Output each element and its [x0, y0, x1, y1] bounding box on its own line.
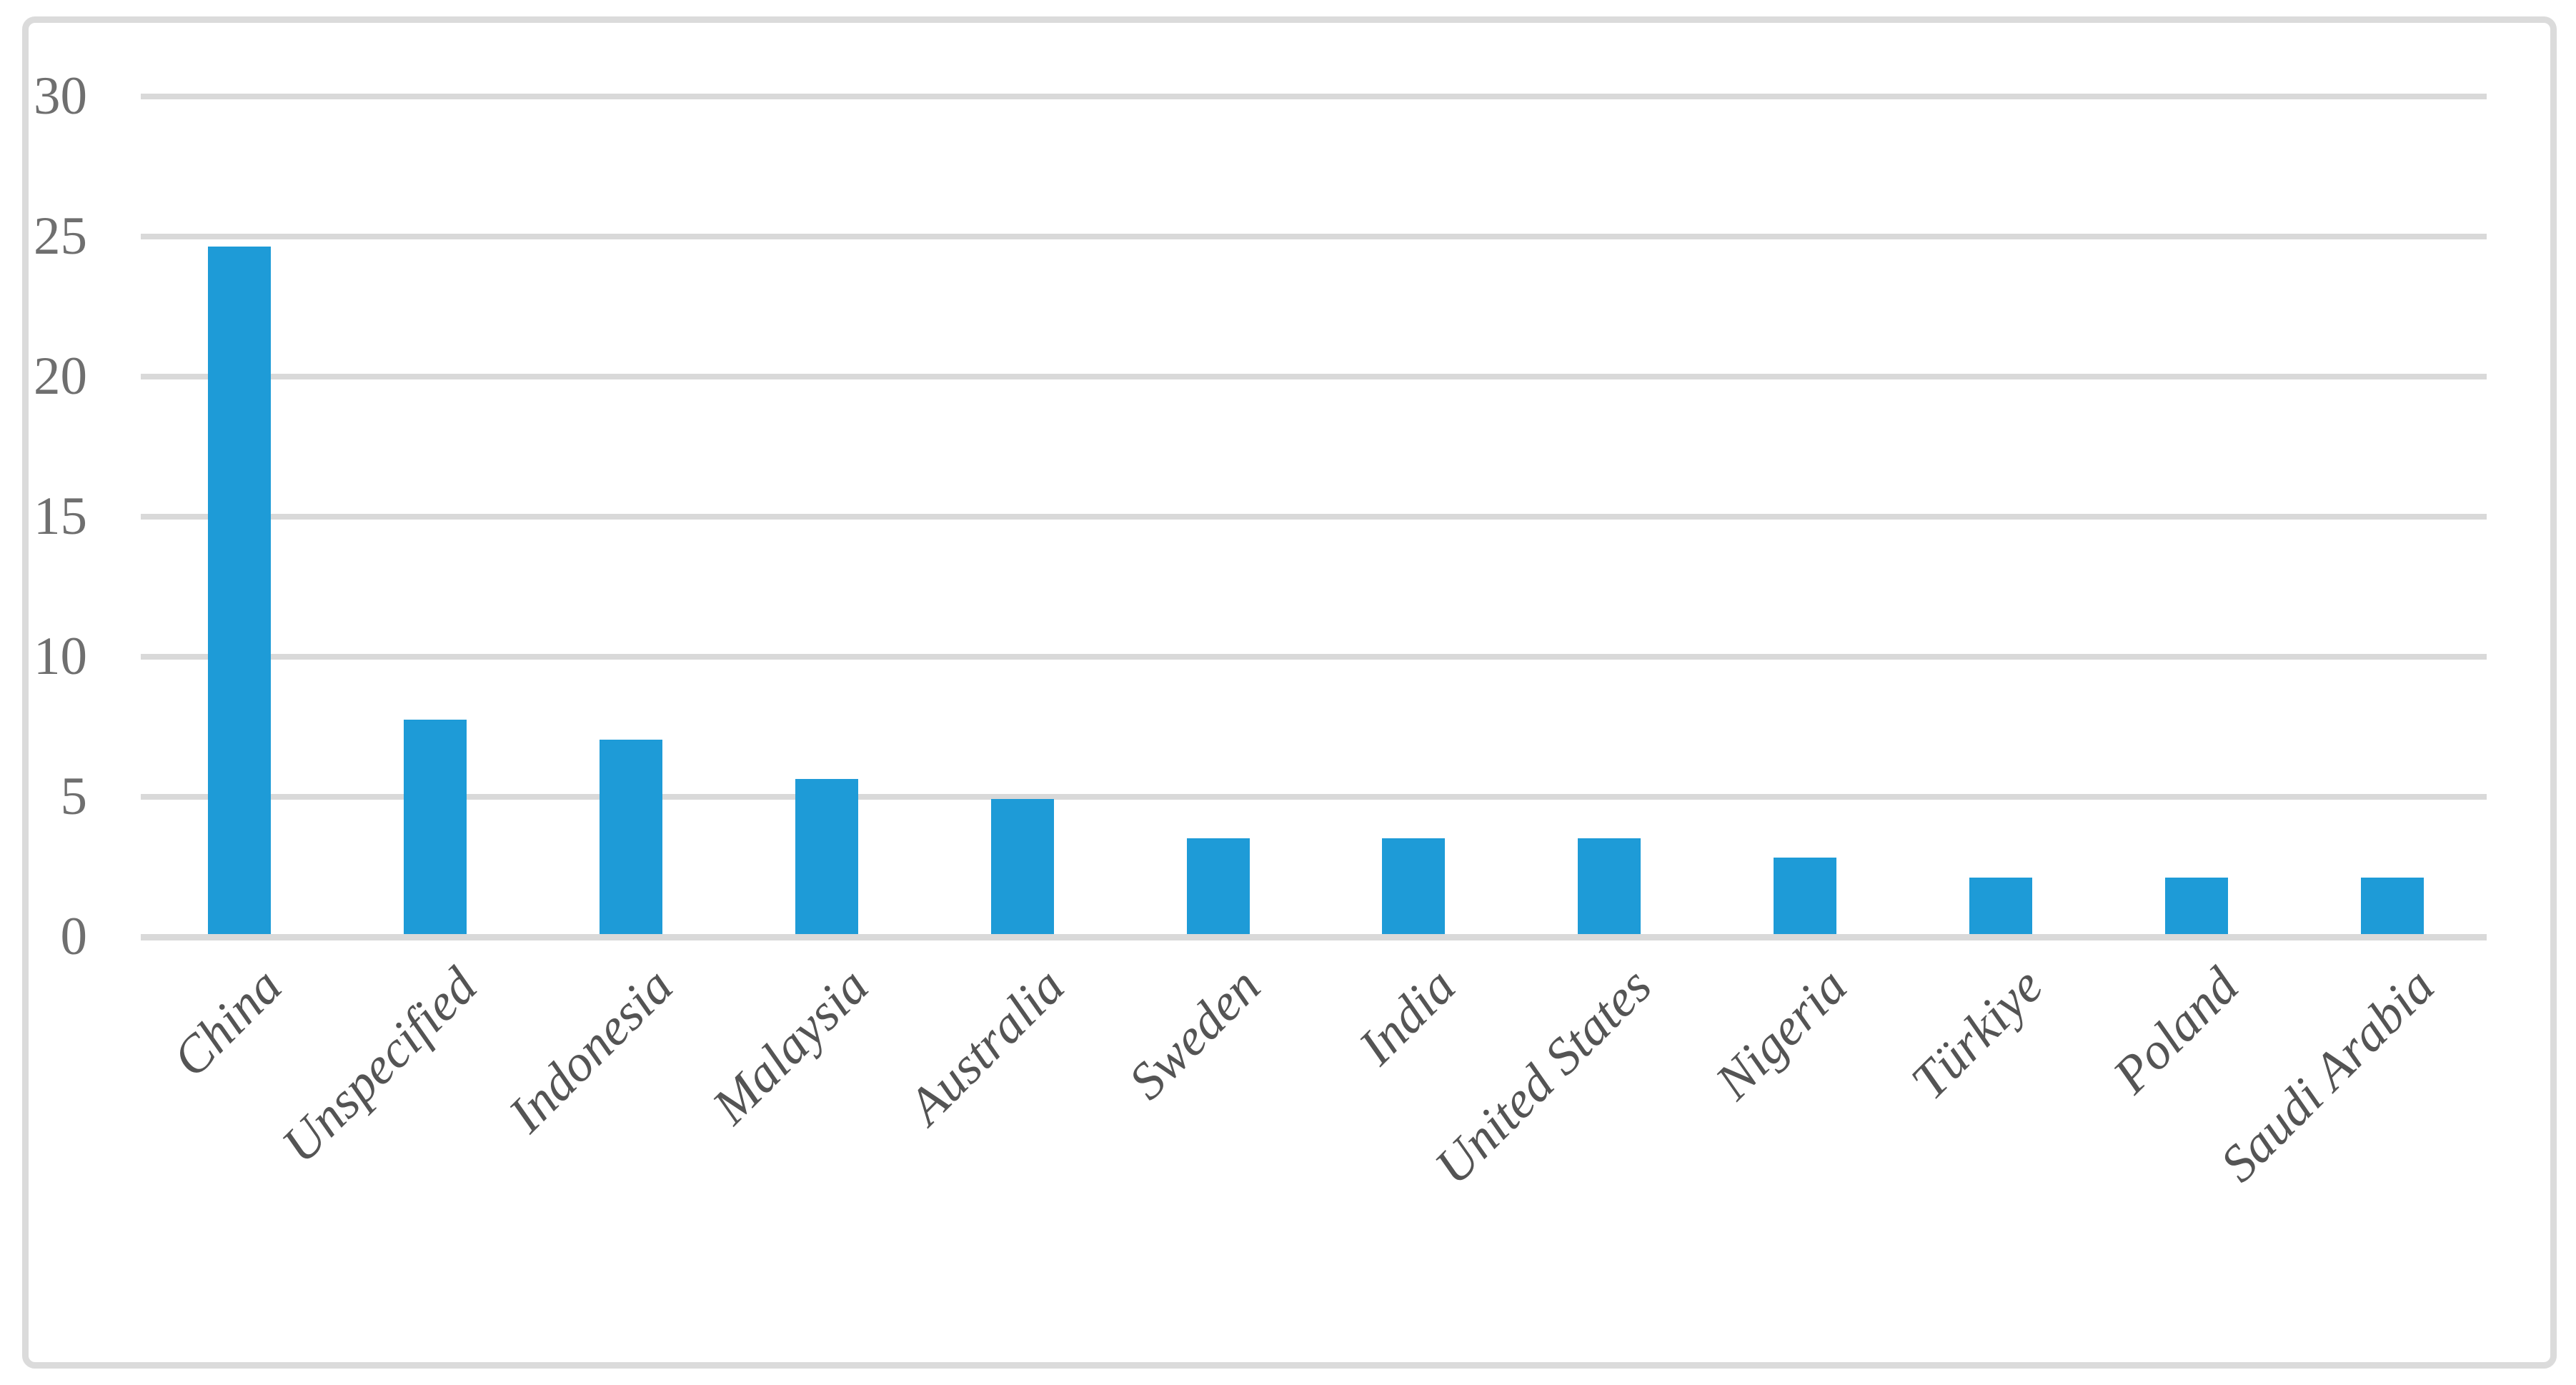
y-tick-label-10: 10: [34, 627, 87, 686]
bar-australia: [990, 798, 1054, 934]
chart-outer-border: [22, 16, 2557, 1369]
category-label-indonesia: Indonesia: [497, 956, 684, 1143]
category-label-malaysia: Malaysia: [701, 956, 880, 1135]
gridline: [141, 794, 2487, 800]
y-tick-label-20: 20: [34, 347, 87, 406]
y-tick-label-30: 30: [34, 66, 87, 126]
gridline: [141, 654, 2487, 660]
category-label-australia: Australia: [897, 956, 1075, 1136]
gridline: [141, 234, 2487, 239]
category-label-turkiye: Türkiye: [1900, 956, 2054, 1111]
bar-india: [1382, 838, 1446, 934]
bar-unspecified: [403, 720, 467, 934]
category-label-india: India: [1348, 956, 1467, 1076]
category-label-poland: Poland: [2102, 956, 2249, 1104]
bar-china: [208, 246, 271, 934]
bar-nigeria: [1774, 858, 1837, 934]
category-label-sweden: Sweden: [1117, 956, 1271, 1111]
y-tick-label-5: 5: [60, 767, 88, 826]
bar-malaysia: [795, 779, 858, 934]
bar-turkiye: [1969, 878, 2033, 934]
category-label-nigeria: Nigeria: [1704, 956, 1859, 1111]
bar-saudi-arabia: [2360, 878, 2424, 934]
x-axis-line: [141, 933, 2487, 940]
bar-poland: [2165, 878, 2228, 934]
bar-sweden: [1186, 838, 1250, 934]
gridline: [141, 514, 2487, 520]
gridline: [141, 374, 2487, 379]
y-tick-label-15: 15: [34, 487, 87, 546]
category-label-china: China: [161, 956, 292, 1088]
y-tick-label-25: 25: [34, 207, 87, 266]
gridline: [141, 94, 2487, 99]
category-label-unspecified: Unspecified: [270, 956, 488, 1174]
bar-indonesia: [599, 740, 662, 934]
bar-united-states: [1578, 838, 1641, 934]
y-tick-label-0: 0: [60, 907, 88, 966]
